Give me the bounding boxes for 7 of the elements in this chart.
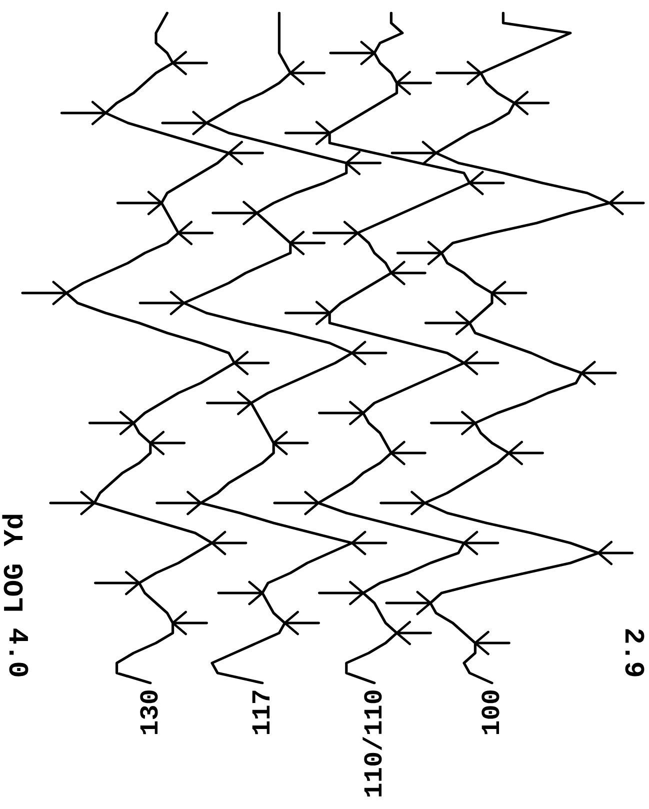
text: 100 (477, 689, 507, 736)
y-axis-title: LOG Yd (0, 512, 32, 614)
text: 110/110 (359, 689, 390, 798)
text: 117 (247, 689, 278, 736)
text: 130 (135, 689, 166, 736)
x-tick-label: 2.9 (616, 628, 648, 678)
x-tick-label: 4.0 (0, 628, 32, 678)
